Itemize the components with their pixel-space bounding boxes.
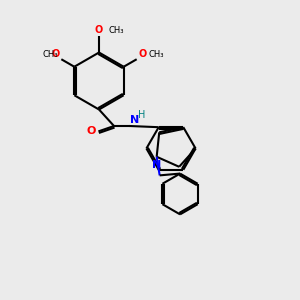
Text: H: H (138, 110, 146, 120)
Text: CH₃: CH₃ (109, 26, 124, 35)
Text: O: O (51, 49, 59, 59)
Text: O: O (95, 25, 103, 35)
Text: CH₃: CH₃ (148, 50, 164, 59)
Text: O: O (139, 49, 147, 59)
Text: N: N (130, 115, 140, 125)
Text: O: O (86, 126, 95, 136)
Text: N: N (152, 160, 161, 170)
Text: CH₃: CH₃ (42, 50, 58, 59)
